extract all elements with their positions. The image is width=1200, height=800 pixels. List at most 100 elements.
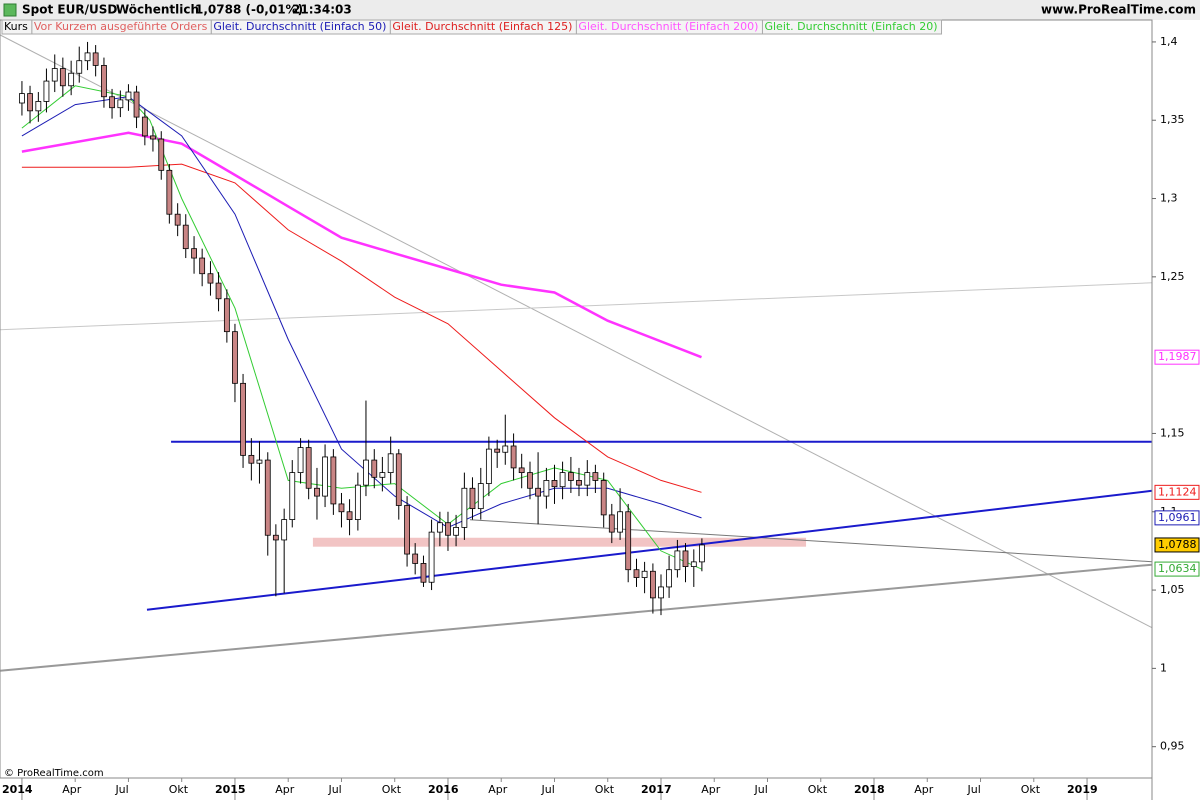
candle-body (592, 472, 599, 481)
candle-body (436, 522, 443, 533)
trend-line (146, 489, 1153, 611)
y-tick-label: 1,4 (1160, 35, 1178, 48)
candle-body (543, 480, 550, 497)
candle-body (518, 467, 525, 474)
candle-body (330, 456, 337, 505)
candle-body (404, 505, 410, 555)
candle-body (43, 80, 50, 102)
x-tick-label: 2018 (854, 783, 885, 796)
period: Wöchentlich (116, 3, 199, 17)
y-tick-label: 1,15 (1160, 426, 1185, 439)
x-tick-label: Jul (967, 783, 981, 796)
candle-body (617, 511, 623, 533)
trend-line (469, 519, 1153, 563)
instrument: Spot EUR/USD (22, 3, 117, 17)
candle-body (658, 586, 664, 599)
candle-body (117, 99, 124, 109)
candle-body (633, 569, 640, 578)
x-tick-label: Okt (808, 783, 828, 796)
header-bar (0, 0, 1200, 20)
app-icon[interactable] (3, 3, 17, 17)
candle-body (281, 519, 288, 541)
trend-line (0, 282, 1153, 331)
candle-body (141, 116, 148, 137)
x-tick-label: Okt (169, 783, 189, 796)
price-label-box (1154, 349, 1200, 365)
candle-body (379, 472, 386, 478)
candle-body (395, 453, 402, 506)
candle-body (527, 472, 533, 489)
candle-body (354, 484, 361, 520)
candle-body (698, 544, 705, 563)
plot-area (0, 34, 1153, 672)
x-tick-label: Jul (754, 783, 768, 796)
candle-body (322, 456, 328, 497)
candle-body (690, 561, 697, 567)
legend-entry: Gleit. Durchschnitt (Einfach 50) (213, 20, 386, 33)
site: www.ProRealTime.com (1041, 3, 1196, 17)
candle-body (494, 448, 501, 453)
candle-body (289, 472, 296, 520)
y-tick-label: 1 (1160, 661, 1167, 674)
legend-entry: Gleit. Durchschnitt (Einfach 125) (392, 20, 572, 33)
candle-body (92, 52, 99, 66)
candle-body (510, 445, 517, 469)
price-label: 1,0961 (1158, 511, 1197, 524)
x-tick-label: 2017 (641, 783, 672, 796)
x-tick-label: 2014 (2, 783, 33, 796)
x-tick-label: Apr (275, 783, 295, 796)
y-tick-label: 0,95 (1160, 740, 1185, 753)
candle-body (19, 93, 25, 104)
candle-body (649, 570, 656, 599)
price-label: 1,0634 (1158, 562, 1197, 575)
legend-entry: Kurs (4, 20, 28, 33)
candle-body (567, 472, 574, 481)
price-label-box (1154, 561, 1200, 577)
candle-body (232, 331, 238, 384)
x-tick-label: Apr (701, 783, 721, 796)
x-tick-label: 2019 (1067, 783, 1098, 796)
candle-body (84, 52, 91, 62)
candle-body (76, 60, 83, 74)
candle-body (445, 522, 451, 536)
moving-average (21, 85, 702, 570)
quote: 1,0788 (-0,01%) (195, 3, 303, 17)
candle-body (485, 448, 492, 484)
candle-body (158, 138, 165, 171)
x-tick-label: Jul (114, 783, 128, 796)
y-tick-label: 1,25 (1160, 270, 1185, 283)
candle-body (207, 273, 214, 284)
candle-body (264, 459, 271, 536)
candle-body (240, 382, 246, 456)
candle-body (166, 169, 173, 215)
candle-body (248, 454, 255, 464)
x-tick-label: Apr (62, 783, 82, 796)
moving-average (21, 131, 702, 359)
candle-body (109, 96, 115, 109)
candle-body (535, 487, 541, 497)
trend-line (0, 34, 1153, 629)
price-label-box (1154, 537, 1200, 553)
price-label: 1,1124 (1158, 485, 1197, 498)
candle-body (576, 480, 582, 486)
candle-body (314, 487, 320, 497)
x-tick-label: 2015 (215, 783, 246, 796)
order-zone (312, 537, 807, 547)
candle-body (461, 487, 468, 528)
candle-body (346, 511, 353, 520)
x-tick-label: 2016 (428, 783, 459, 796)
candle-body (199, 257, 206, 275)
candle-body (191, 248, 197, 259)
candle-body (682, 550, 689, 567)
legend-box (761, 19, 943, 35)
footer: © ProRealTime.com (4, 768, 104, 779)
candle-body (305, 447, 312, 489)
plot-frame (0, 19, 1153, 779)
legend: Kurs Vor Kurzem ausgeführte Orders Gleit. … (1, 19, 943, 35)
candle-body (608, 514, 615, 533)
candle-body (59, 68, 66, 87)
price-label: 1,0788 (1158, 538, 1197, 551)
candle-body (477, 483, 484, 510)
candle-body (215, 282, 222, 300)
